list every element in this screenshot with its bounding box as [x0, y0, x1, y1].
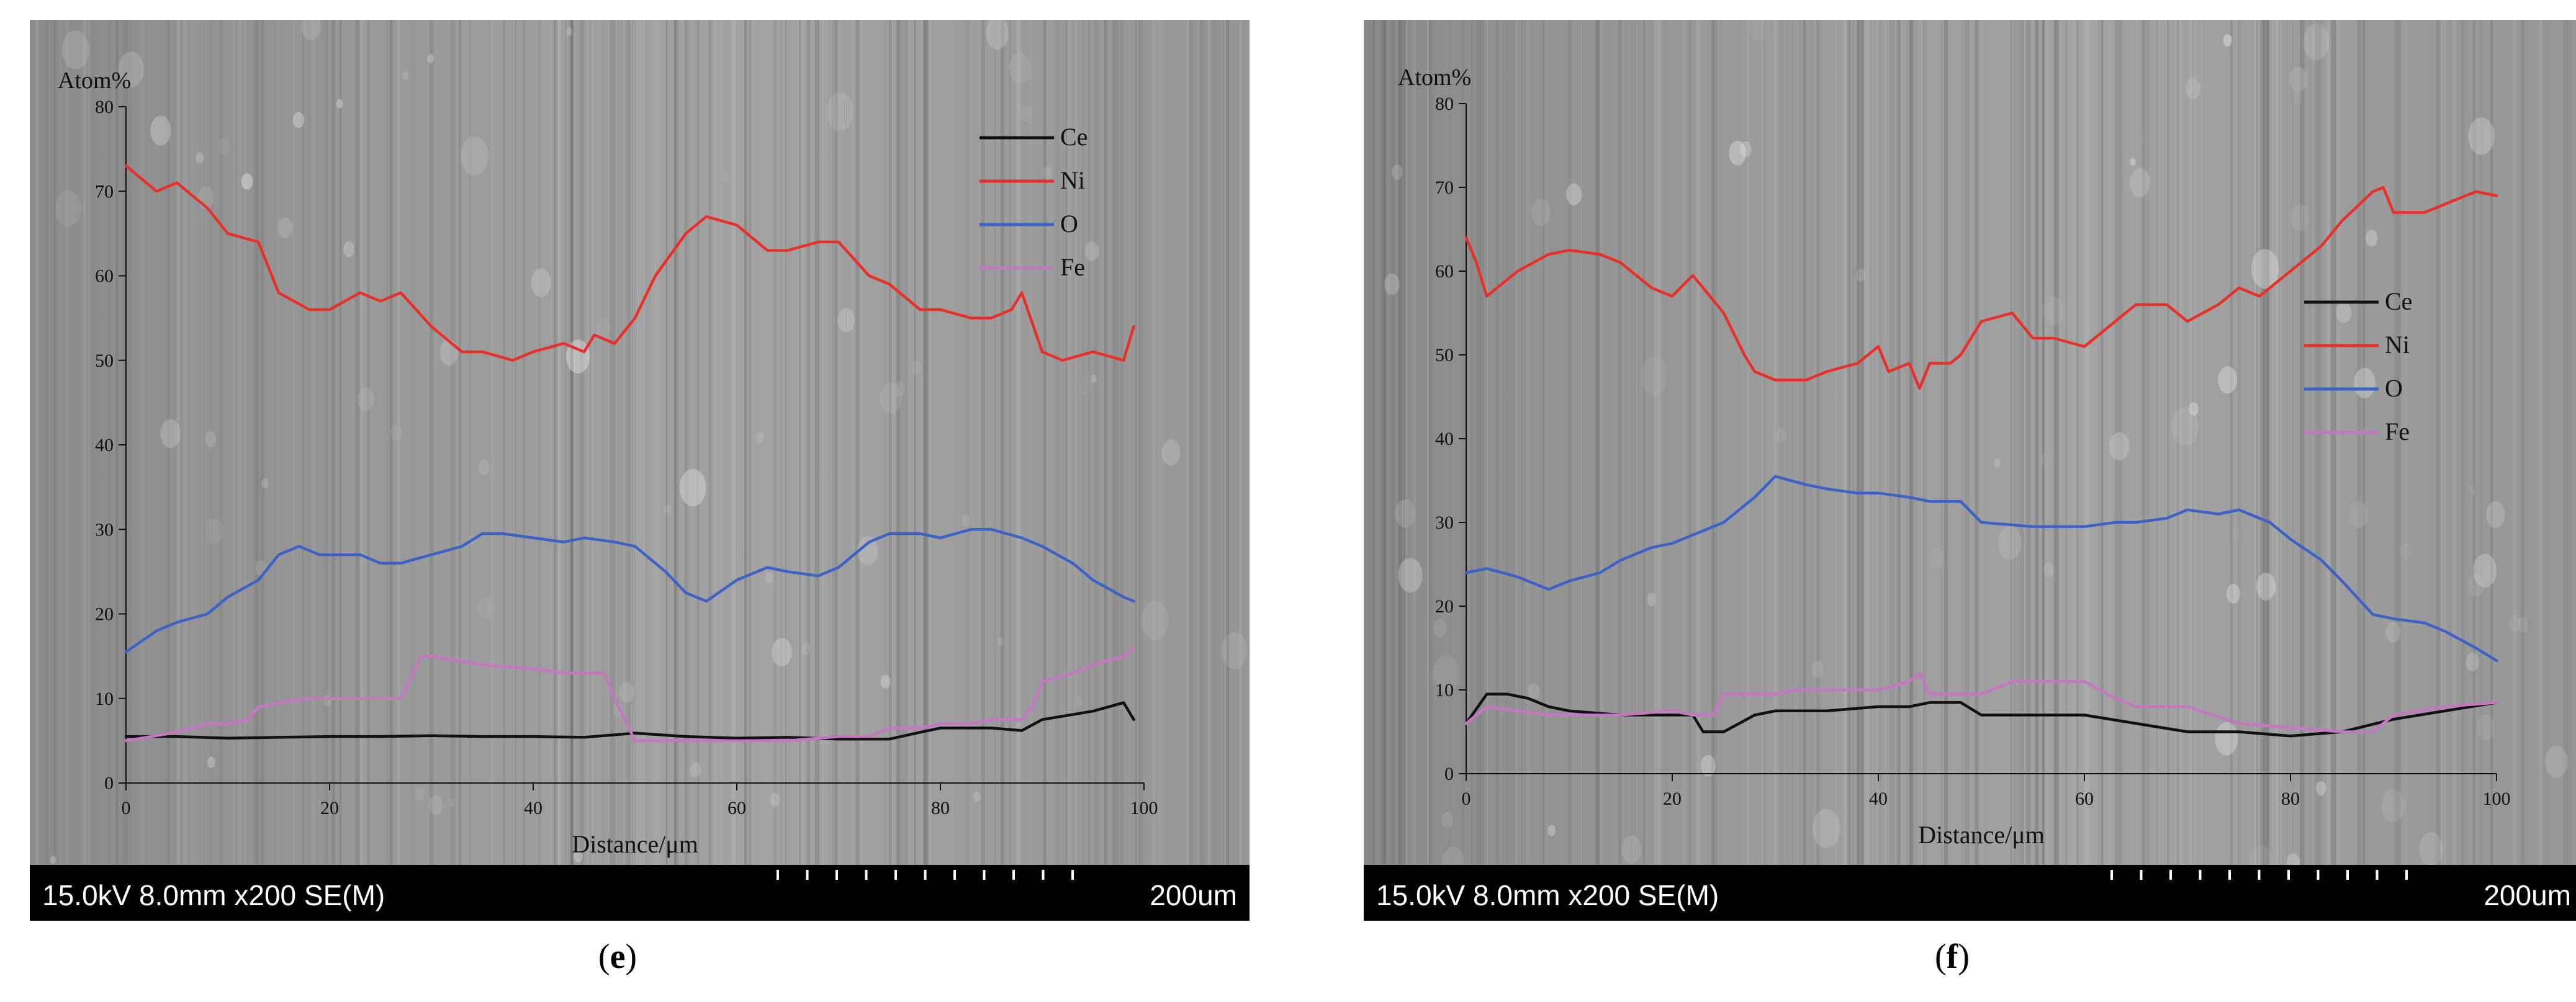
y-tick-label: 30: [1435, 512, 1454, 533]
legend-label-ni: Ni: [1060, 166, 1085, 194]
sem-texture: [1367, 20, 2572, 879]
y-tick-label: 70: [95, 181, 114, 202]
x-tick-label: 40: [524, 798, 543, 818]
panel-caption-f: (f): [1935, 937, 1970, 976]
legend: Ce Ni O Fe: [980, 123, 1088, 281]
scale-bar-ticks: [2110, 870, 2408, 880]
x-tick-label: 0: [122, 798, 131, 818]
line-scan-chart-e: 0 10 20 30 40 50 60 70 80 0 20 40 60 80 100 Atom% Distan…: [30, 20, 1250, 921]
panel-caption-e: (e): [598, 937, 637, 976]
series-line-o: [124, 528, 1135, 654]
x-tick-label: 60: [2075, 789, 2094, 809]
legend-label-fe: Fe: [1060, 253, 1085, 281]
legend-label-ce: Ce: [2385, 287, 2412, 315]
x-tick-label: 100: [1130, 798, 1158, 818]
x-tick-label: 40: [1869, 789, 1888, 809]
y-tick-label: 60: [1435, 261, 1454, 282]
x-tick-label: 20: [320, 798, 339, 818]
series-line-ni: [124, 164, 1135, 362]
info-bar-settings: 15.0kV 8.0mm x200 SE(M): [1376, 879, 1719, 911]
legend-label-o: O: [2385, 374, 2403, 402]
series-line-fe: [124, 646, 1135, 743]
y-tick-label: 30: [95, 519, 114, 540]
y-tick-label: 80: [95, 97, 114, 117]
x-axis-label: Distance/μm: [572, 830, 698, 858]
x-axis-label: Distance/μm: [1918, 821, 2045, 849]
y-tick-label: 40: [95, 435, 114, 455]
legend-label-fe: Fe: [2385, 418, 2410, 445]
info-bar: [1364, 865, 2576, 921]
y-tick-label: 70: [1435, 177, 1454, 198]
series-line-fe: [1464, 671, 2498, 733]
line-scan-panel-e: 0 10 20 30 40 50 60 70 80 0 20 40 60 80 100 Atom% Distan…: [30, 20, 1250, 921]
series-line-ce: [1464, 692, 2498, 738]
y-tick-label: 10: [1435, 680, 1454, 700]
scale-bar-label: 200um: [1150, 879, 1237, 911]
y-tick-label: 40: [1435, 429, 1454, 449]
series-line-o: [1464, 475, 2498, 663]
legend-label-ce: Ce: [1060, 123, 1088, 151]
y-tick-label: 20: [1435, 596, 1454, 617]
y-tick-label: 0: [1444, 764, 1454, 784]
legend: Ce Ni O Fe: [2304, 287, 2412, 445]
line-scan-chart-f: 0 10 20 30 40 50 60 70 80 0 20 40 60 80 100 Atom% Distan…: [1364, 20, 2576, 921]
x-tick-label: 80: [2281, 789, 2300, 809]
legend-label-o: O: [1060, 210, 1078, 238]
y-tick-label: 50: [1435, 345, 1454, 365]
info-bar-settings: 15.0kV 8.0mm x200 SE(M): [42, 879, 385, 911]
y-tick-label: 0: [104, 773, 114, 794]
y-tick-label: 10: [95, 689, 114, 709]
y-tick-label: 80: [1435, 94, 1454, 114]
y-axis-label: Atom%: [58, 68, 131, 94]
scale-bar-label: 200um: [2484, 879, 2571, 911]
series-line-ni: [1464, 186, 2498, 390]
scale-bar-ticks: [777, 870, 1074, 880]
info-bar: [30, 865, 1250, 921]
x-tick-label: 20: [1663, 789, 1682, 809]
x-tick-label: 80: [931, 798, 950, 818]
sem-texture: [30, 20, 1248, 865]
x-tick-label: 0: [1462, 789, 1471, 809]
series-line-ce: [124, 701, 1135, 741]
line-scan-panel-f: 0 10 20 30 40 50 60 70 80 0 20 40 60 80 100 Atom% Distan…: [1364, 20, 2576, 921]
y-axis-label: Atom%: [1398, 65, 1471, 91]
y-tick-label: 60: [95, 266, 114, 287]
x-tick-label: 60: [727, 798, 746, 818]
y-tick-label: 50: [95, 351, 114, 371]
y-tick-label: 20: [95, 604, 114, 625]
x-tick-label: 100: [2483, 789, 2511, 809]
legend-label-ni: Ni: [2385, 331, 2410, 359]
